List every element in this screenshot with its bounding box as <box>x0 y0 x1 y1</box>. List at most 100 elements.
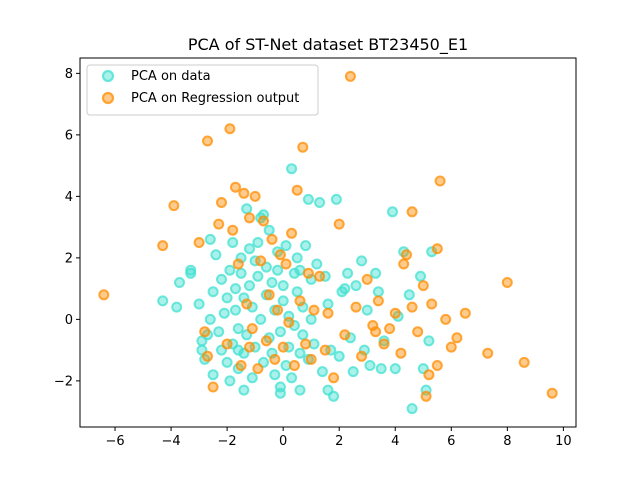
data-point <box>370 267 382 279</box>
data-point <box>224 375 236 387</box>
data-point <box>274 387 286 399</box>
data-point <box>398 258 410 270</box>
data-point <box>277 341 289 353</box>
data-point <box>244 243 255 255</box>
data-point <box>204 233 216 245</box>
data-point <box>252 270 264 282</box>
data-point <box>406 206 418 218</box>
data-point <box>216 273 227 285</box>
data-point <box>238 187 250 199</box>
data-point <box>174 277 185 288</box>
data-point <box>244 280 255 292</box>
data-point <box>333 218 345 230</box>
data-point <box>235 360 247 371</box>
data-point <box>322 307 334 319</box>
x-tick-label: 4 <box>391 434 399 449</box>
data-point <box>300 338 312 350</box>
data-point <box>98 289 110 301</box>
data-point <box>347 366 359 378</box>
data-point <box>232 258 244 270</box>
x-tick-label: 2 <box>335 434 343 449</box>
data-point <box>339 283 351 295</box>
data-point <box>294 347 306 359</box>
x-tick-label: −6 <box>105 434 124 449</box>
data-point <box>218 307 230 319</box>
data-point <box>426 246 438 258</box>
points-layer <box>98 70 558 415</box>
data-point <box>210 249 222 261</box>
data-point <box>171 301 183 313</box>
data-point <box>431 243 443 255</box>
data-point <box>305 313 317 325</box>
data-point <box>361 304 373 316</box>
x-tick-label: 6 <box>447 434 455 449</box>
data-point <box>269 353 281 365</box>
x-tick-label: 10 <box>555 434 572 449</box>
data-point <box>263 289 275 301</box>
data-point <box>255 313 267 325</box>
data-point <box>372 286 384 298</box>
data-point <box>255 255 267 267</box>
legend-label-pca-on-data: PCA on data <box>131 69 211 84</box>
data-point <box>207 381 219 393</box>
data-point <box>224 123 236 135</box>
data-point <box>269 369 281 381</box>
data-point <box>244 341 255 353</box>
data-point <box>501 277 513 288</box>
data-point <box>308 304 320 316</box>
y-tick-label: 8 <box>65 67 73 82</box>
data-point <box>274 249 286 261</box>
data-point <box>389 307 401 319</box>
data-point <box>246 301 258 313</box>
data-point <box>238 384 250 396</box>
data-point <box>246 323 258 335</box>
data-point <box>328 372 340 384</box>
data-point <box>227 237 239 248</box>
data-point <box>286 163 298 175</box>
data-point <box>294 384 306 396</box>
data-point <box>459 307 471 319</box>
data-point <box>412 326 424 338</box>
data-point <box>244 212 255 224</box>
data-point <box>199 326 211 338</box>
data-point <box>361 273 373 285</box>
data-point <box>288 267 300 279</box>
data-point <box>280 258 292 270</box>
x-tick-label: 8 <box>503 434 511 449</box>
data-point <box>420 390 432 402</box>
data-point <box>286 227 298 239</box>
data-point <box>364 360 376 371</box>
data-point <box>434 175 446 187</box>
data-point <box>403 289 415 301</box>
data-point <box>350 301 362 313</box>
data-point <box>241 203 253 215</box>
data-point <box>277 280 289 292</box>
data-point <box>302 267 314 279</box>
legend-box <box>86 64 319 116</box>
data-point <box>389 363 401 375</box>
data-point <box>305 353 317 365</box>
series-0 <box>157 163 438 415</box>
data-point <box>350 280 362 292</box>
data-point <box>193 298 205 310</box>
data-point <box>168 200 180 212</box>
y-tick-label: 4 <box>65 190 73 205</box>
data-point <box>241 298 253 310</box>
data-point <box>415 270 426 282</box>
data-point <box>280 240 292 252</box>
data-point <box>330 193 342 205</box>
data-point <box>272 264 284 276</box>
data-point <box>277 295 289 307</box>
chart-title: PCA of ST-Net dataset BT23450_E1 <box>188 35 468 55</box>
data-point <box>344 332 356 344</box>
data-point <box>297 141 309 153</box>
axes-layer: −6 −4 −2 0 2 4 6 8 10 −2 0 2 4 6 8 <box>54 57 577 449</box>
data-point <box>344 70 356 82</box>
x-tick-label: −4 <box>161 434 180 449</box>
data-point <box>227 224 239 236</box>
legend-marker-pca-on-data <box>101 69 115 83</box>
legend-label-pca-on-regression-output: PCA on Regression output <box>131 91 299 106</box>
data-point <box>230 283 241 295</box>
data-point <box>157 295 169 307</box>
data-point <box>370 326 382 338</box>
